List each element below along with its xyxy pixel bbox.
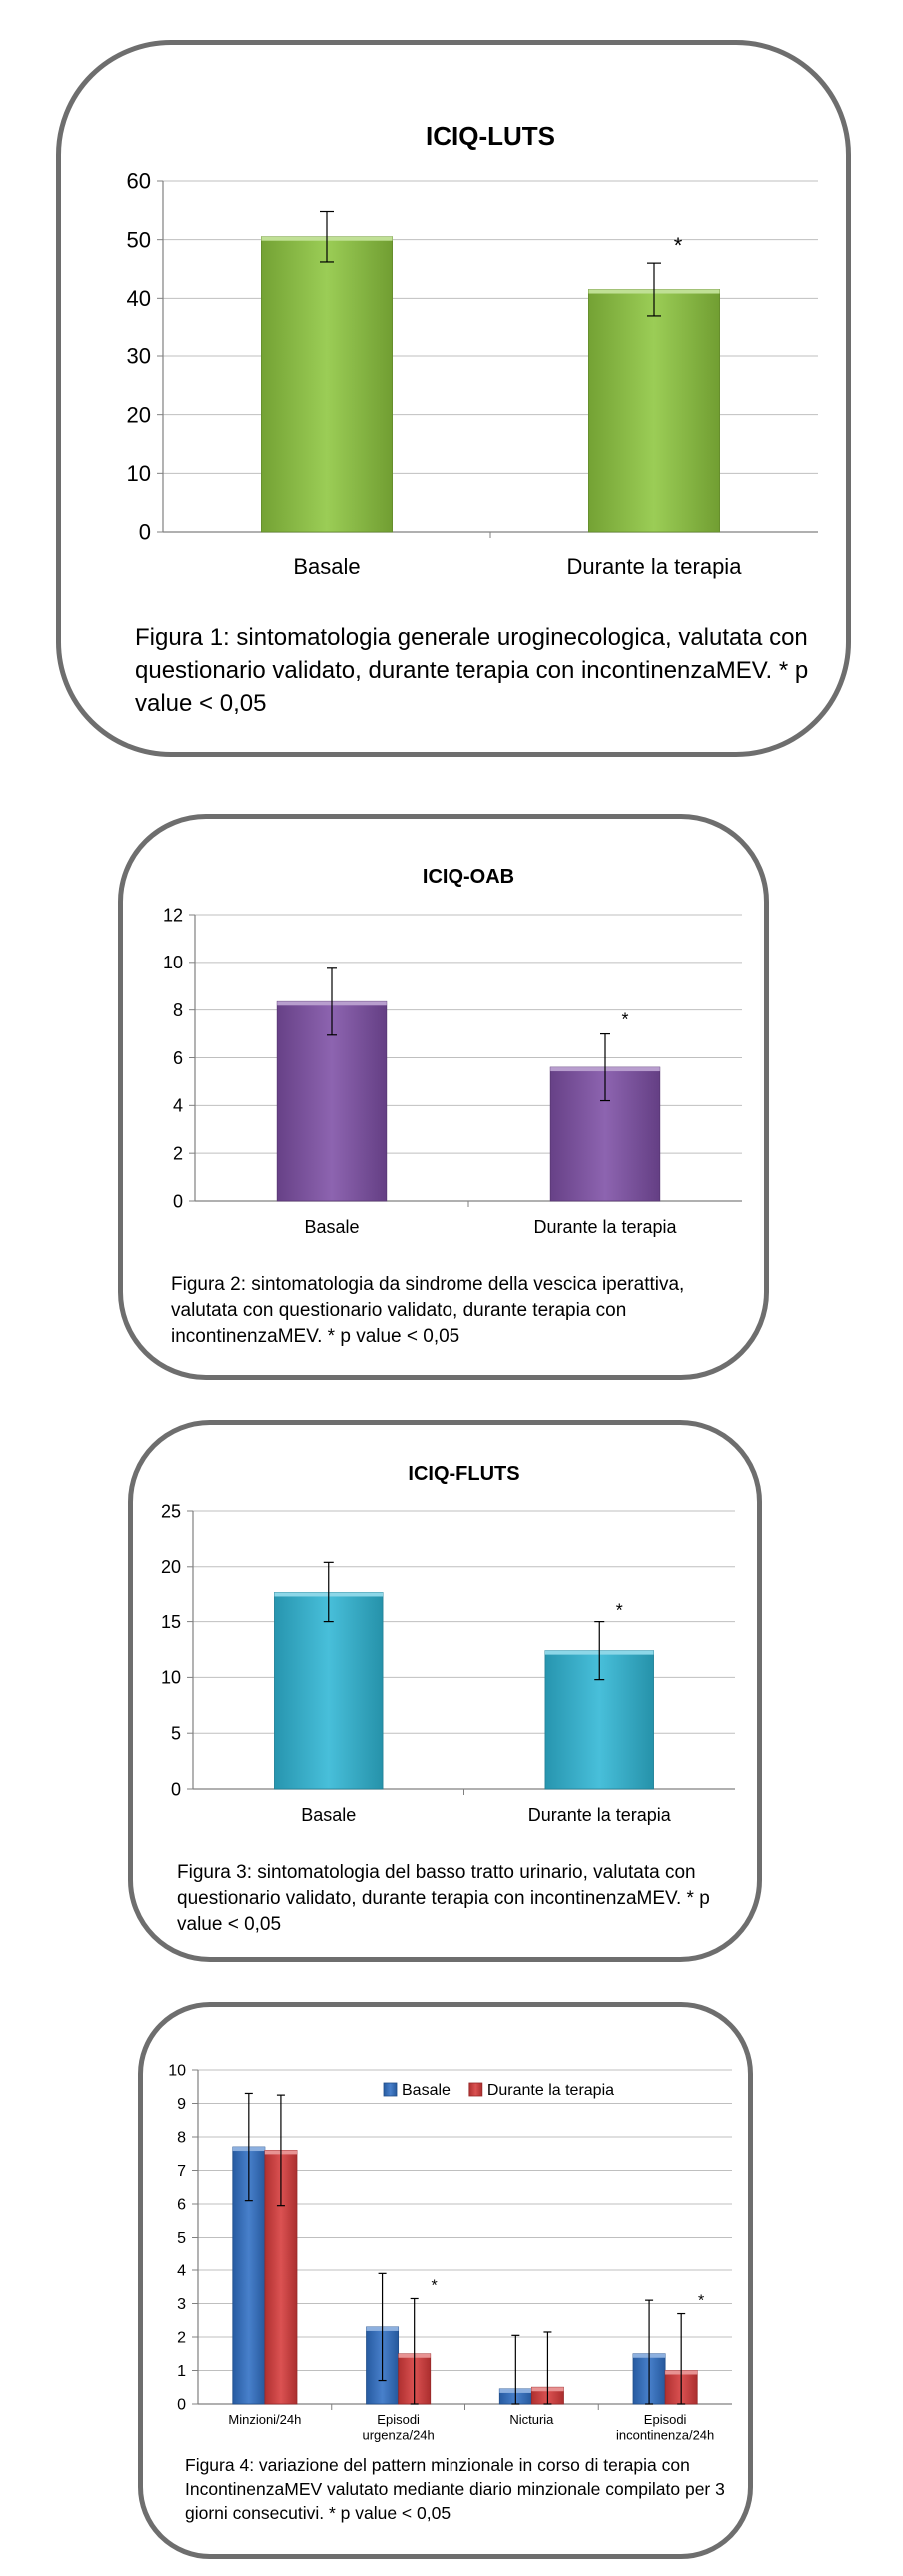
x-category-label: Nicturia xyxy=(509,2412,554,2427)
y-tick-label: 0 xyxy=(173,1191,183,1211)
iciq-oab-chart: ICIQ-OAB 0 2 4 6 8 10 12 Basale Durante la terapi… xyxy=(163,866,742,1237)
y-tick-label: 9 xyxy=(177,2096,186,2113)
y-tick-label: 10 xyxy=(168,2063,186,2080)
x-category-label: Episodi xyxy=(644,2412,687,2427)
y-tick-label: 10 xyxy=(127,461,151,486)
y-tick-label: 10 xyxy=(161,1668,181,1688)
figure-1-caption: Figura 1: sintomatologia generale urogin… xyxy=(135,624,809,718)
y-tick-label: 15 xyxy=(161,1612,181,1632)
significance-marker: * xyxy=(432,2277,438,2294)
y-tick-label: 2 xyxy=(177,2330,186,2347)
iciq-luts-chart: ICIQ-LUTS 0 10 20 30 40 50 60 Basale Durante la t… xyxy=(127,121,818,579)
bar xyxy=(260,236,393,533)
y-tick-label: 5 xyxy=(171,1724,181,1744)
y-tick-label: 0 xyxy=(171,1779,181,1799)
y-tick-label: 2 xyxy=(173,1143,183,1163)
x-category-label: Durante la terapia xyxy=(567,554,743,579)
figure-3-caption: Figura 3: sintomatologia del basso tratt… xyxy=(177,1862,710,1936)
y-tick-label: 30 xyxy=(127,344,151,369)
legend-label: Basale xyxy=(402,2082,451,2099)
x-category-label: Basale xyxy=(304,1217,359,1237)
x-category-label: incontinenza/24h xyxy=(616,2428,714,2443)
y-tick-label: 4 xyxy=(173,1096,183,1116)
legend-label: Durante la terapia xyxy=(487,2082,614,2099)
y-tick-label: 20 xyxy=(161,1557,181,1577)
chart-title: ICIQ-OAB xyxy=(423,866,514,888)
bar xyxy=(588,289,721,533)
significance-marker: * xyxy=(698,2293,704,2310)
chart-title: ICIQ-FLUTS xyxy=(408,1463,519,1485)
x-category-label: urgenza/24h xyxy=(362,2428,434,2443)
y-tick-label: 6 xyxy=(177,2197,186,2214)
figure-4-caption: Figura 4: variazione del pattern minzion… xyxy=(185,2455,725,2524)
significance-marker: * xyxy=(674,233,683,258)
y-tick-label: 40 xyxy=(127,286,151,311)
figure-4-panel: 0 1 2 3 4 5 6 7 8 9 10 Minzioni/24h Episodi urgenza/2… xyxy=(138,2002,753,2559)
legend-swatch xyxy=(383,2082,398,2097)
y-tick-label: 8 xyxy=(177,2130,186,2147)
figure-3-panel: ICIQ-FLUTS 0 5 10 15 20 25 Basale Durante la ter… xyxy=(128,1420,762,1962)
y-tick-label: 7 xyxy=(177,2163,186,2180)
y-tick-label: 4 xyxy=(177,2263,186,2280)
y-tick-label: 60 xyxy=(127,169,151,194)
chart-title: ICIQ-LUTS xyxy=(426,121,555,151)
legend-swatch xyxy=(468,2082,483,2097)
y-tick-label: 20 xyxy=(127,402,151,427)
x-category-label: Episodi xyxy=(377,2412,420,2427)
x-category-label: Basale xyxy=(293,554,360,579)
figure-1-panel: ICIQ-LUTS 0 10 20 30 40 50 60 Basale Durante la t… xyxy=(56,40,851,757)
significance-marker: * xyxy=(616,1601,623,1620)
y-tick-label: 0 xyxy=(139,520,151,545)
y-tick-label: 3 xyxy=(177,2296,186,2313)
y-tick-label: 1 xyxy=(177,2363,186,2380)
figure-2-panel: ICIQ-OAB 0 2 4 6 8 10 12 Basale Durante la terapi… xyxy=(118,814,769,1380)
x-category-label: Basale xyxy=(301,1805,356,1825)
x-category-label: Durante la terapia xyxy=(528,1805,672,1825)
iciq-fluts-chart: ICIQ-FLUTS 0 5 10 15 20 25 Basale Durante la ter… xyxy=(161,1463,735,1825)
bar xyxy=(274,1592,384,1790)
y-tick-label: 12 xyxy=(163,905,183,925)
y-tick-label: 6 xyxy=(173,1048,183,1068)
y-tick-label: 10 xyxy=(163,953,183,972)
y-tick-label: 0 xyxy=(177,2397,186,2414)
significance-marker: * xyxy=(621,1010,628,1030)
figure-2-caption: Figura 2: sintomatologia da sindrome del… xyxy=(171,1274,685,1348)
x-category-label: Durante la terapia xyxy=(533,1217,677,1237)
x-category-label: Minzioni/24h xyxy=(228,2412,301,2427)
y-tick-label: 25 xyxy=(161,1501,181,1521)
y-tick-label: 5 xyxy=(177,2230,186,2247)
y-tick-label: 8 xyxy=(173,1000,183,1020)
y-tick-label: 50 xyxy=(127,227,151,252)
